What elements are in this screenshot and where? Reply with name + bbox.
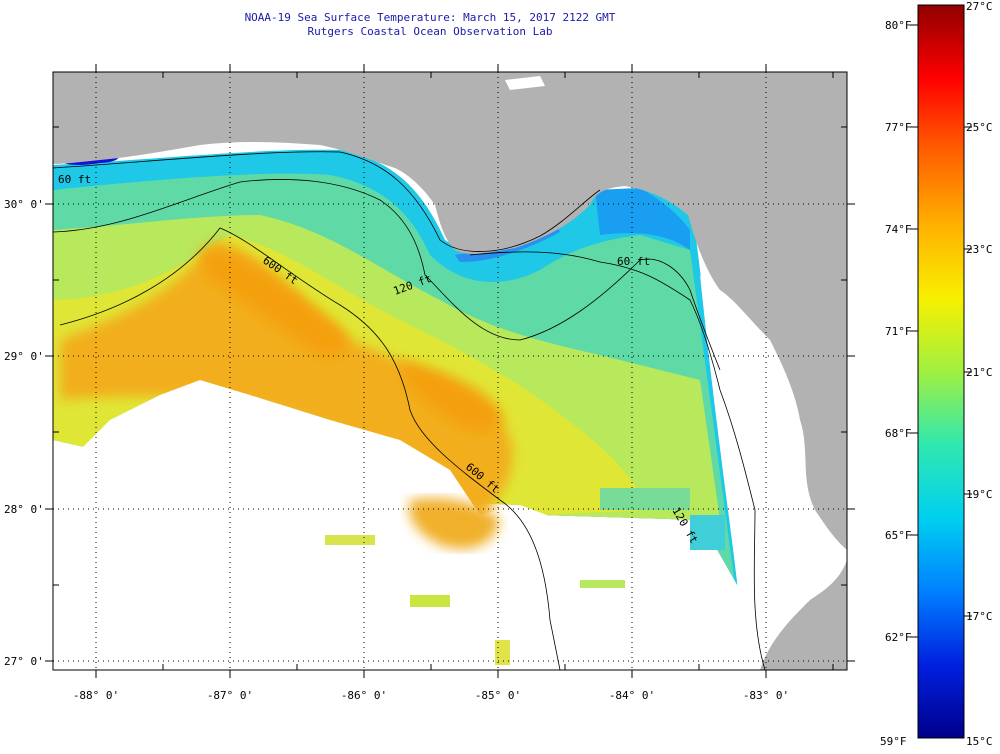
colorbar-fahrenheit-labels: 80°F 77°F 74°F 71°F 68°F 65°F 62°F 59°F [880,19,912,748]
lon-label: -88° 0' [73,689,119,702]
f-label: 80°F [885,19,912,32]
depth-contours [53,151,766,670]
frame-ticks [45,64,855,678]
longitude-labels: -88° 0' -87° 0' -86° 0' -85° 0' -84° 0' … [73,689,789,702]
f-label: 71°F [885,325,912,338]
c-label: 21°C [966,366,993,379]
f-label: 59°F [880,735,907,748]
contour-label-60ft-east: 60 ft [617,255,650,268]
f-label: 62°F [885,631,912,644]
latitude-labels: 30° 0' 29° 0' 28° 0' 27° 0' [4,198,44,668]
c-label: 23°C [966,243,993,256]
lon-label: -85° 0' [475,689,521,702]
lon-label: -86° 0' [341,689,387,702]
lat-label: 29° 0' [4,350,44,363]
c-label: 25°C [966,121,993,134]
f-label: 74°F [885,223,912,236]
map-subtitle: Rutgers Coastal Ocean Observation Lab [307,25,553,38]
lon-label: -87° 0' [207,689,253,702]
contour-label-60ft-west: 60 ft [58,173,91,186]
colorbar-ticks [910,24,972,638]
colorbar-celsius-labels: 27°C 25°C 23°C 21°C 19°C 17°C 15°C [966,0,993,748]
lat-label: 30° 0' [4,198,44,211]
c-label: 19°C [966,488,993,501]
land-mass [53,72,847,670]
lat-label: 27° 0' [4,655,44,668]
lat-label: 28° 0' [4,503,44,516]
c-label: 17°C [966,610,993,623]
f-label: 65°F [885,529,912,542]
lon-label: -84° 0' [609,689,655,702]
lon-label: -83° 0' [743,689,789,702]
f-label: 68°F [885,427,912,440]
c-label: 27°C [966,0,993,13]
colorbar [917,4,965,739]
sst-field [53,95,847,670]
f-label: 77°F [885,121,912,134]
map-frame [52,71,848,671]
c-label: 15°C [966,735,993,748]
map-title: NOAA-19 Sea Surface Temperature: March 1… [244,11,616,24]
